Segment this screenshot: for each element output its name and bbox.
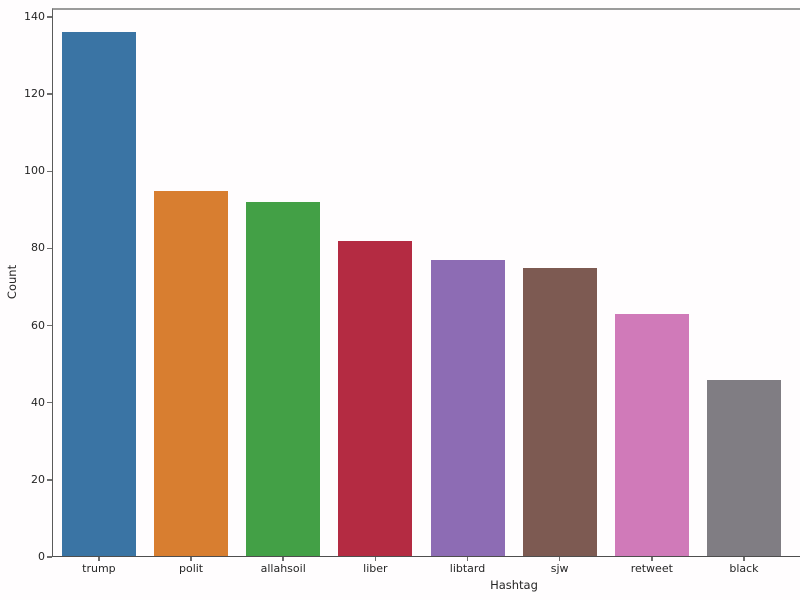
x-tick-mark — [190, 557, 192, 561]
x-tick-label-polit: polit — [178, 562, 204, 575]
y-tick-mark — [47, 556, 52, 558]
x-tick-mark — [743, 557, 745, 561]
bar-liber — [338, 240, 413, 557]
bar-retweet — [614, 314, 689, 557]
y-tick-mark — [47, 16, 52, 18]
y-tick-label-80: 80 — [31, 241, 45, 255]
y-tick-label-20: 20 — [31, 472, 45, 486]
x-tick-label-black: black — [729, 562, 759, 575]
x-tick-label-trump: trump — [82, 562, 116, 575]
bar-sjw — [522, 267, 597, 557]
y-tick-label-100: 100 — [24, 164, 45, 178]
x-tick-label-libtard: libtard — [449, 562, 486, 575]
bar-black — [706, 379, 781, 557]
x-tick-mark — [466, 557, 469, 561]
y-tick-mark — [47, 170, 52, 173]
x-tick-mark — [558, 557, 561, 561]
bar-libtard — [430, 260, 505, 557]
y-tick-label-40: 40 — [31, 395, 45, 409]
y-tick-label-140: 140 — [24, 10, 45, 23]
y-tick-mark — [47, 93, 52, 95]
x-tick-label-sjw: sjw — [550, 562, 569, 575]
y-tick-label-120: 120 — [24, 87, 45, 101]
y-tick-mark — [47, 324, 52, 327]
x-axis-title: Hashtag — [490, 578, 538, 592]
y-axis-title: Count — [5, 264, 19, 300]
x-tick-mark — [651, 557, 653, 561]
y-tick-label-0: 0 — [38, 550, 45, 563]
y-tick-label-60: 60 — [31, 318, 45, 332]
y-tick-mark — [47, 401, 52, 404]
bar-allahsoil — [246, 202, 321, 557]
x-tick-mark — [374, 557, 377, 561]
x-tick-label-allahsoil: allahsoil — [260, 562, 306, 575]
bar-polit — [154, 190, 229, 557]
x-tick-mark — [282, 557, 284, 561]
x-tick-label-liber: liber — [363, 562, 388, 575]
y-tick-mark — [47, 247, 52, 250]
y-tick-mark — [47, 479, 52, 481]
x-tick-label-retweet: retweet — [630, 562, 673, 575]
bar-trump — [61, 32, 136, 557]
x-tick-mark — [98, 557, 100, 561]
